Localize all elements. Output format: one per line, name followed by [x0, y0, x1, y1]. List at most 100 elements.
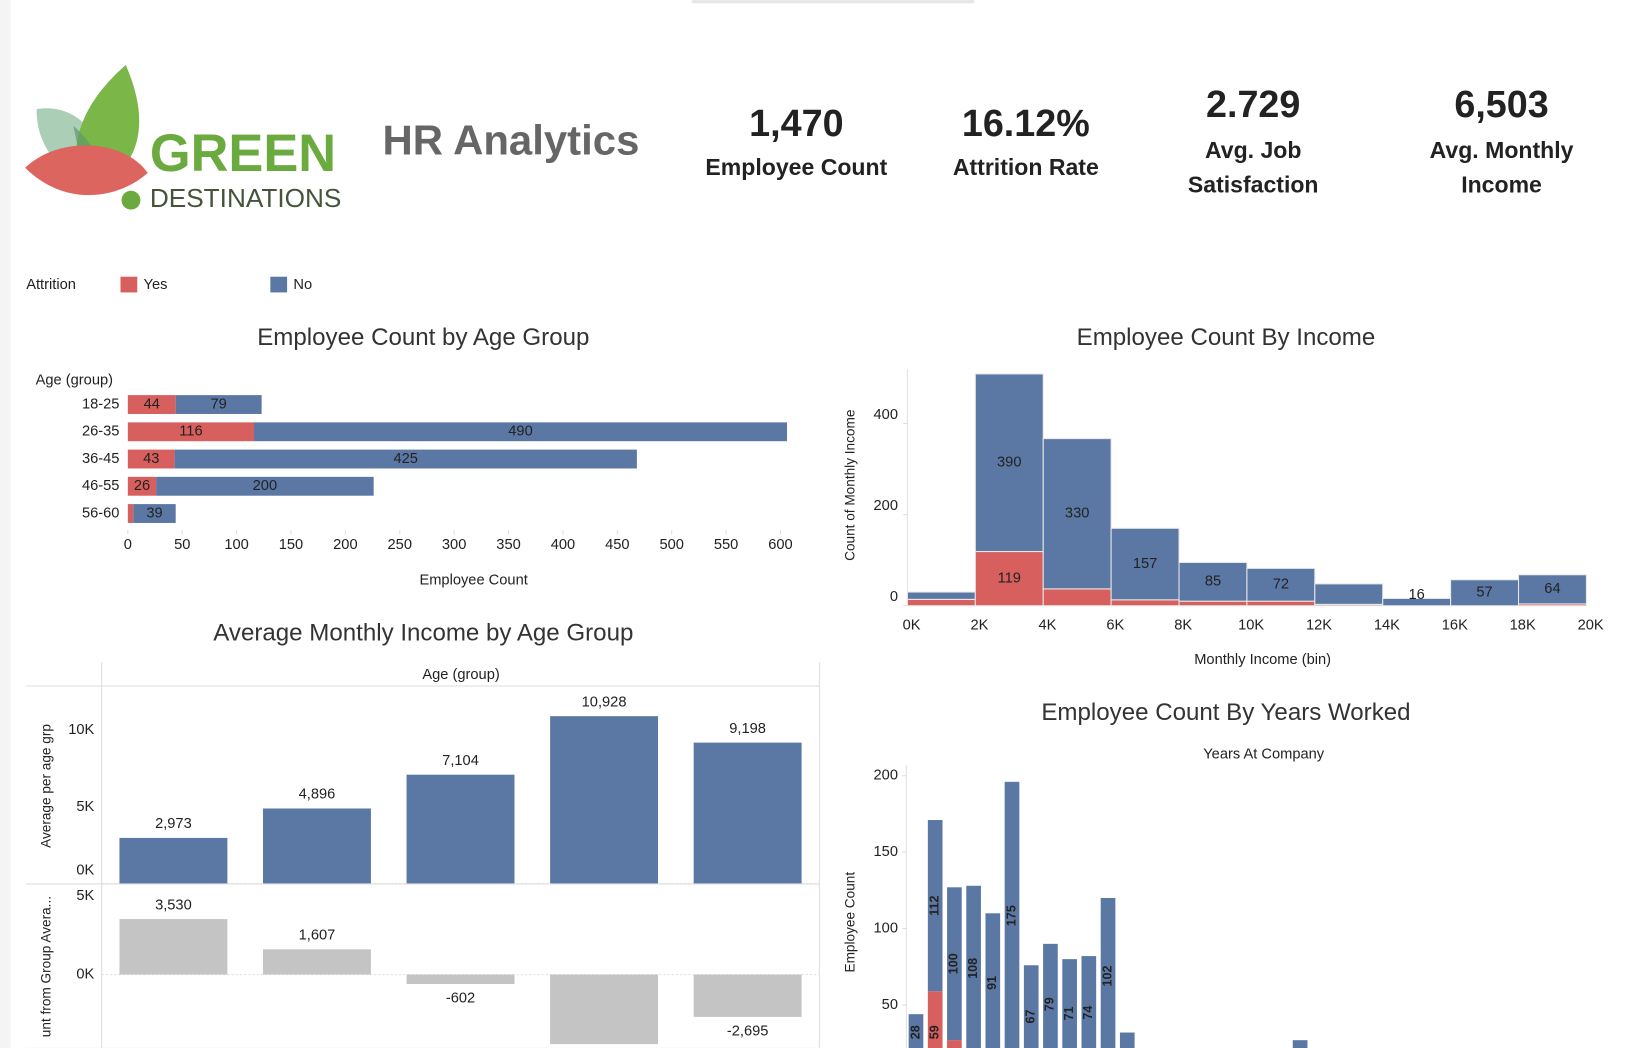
- x-tick-label: 6K: [1106, 618, 1124, 634]
- legend-label: No: [293, 277, 312, 293]
- data-label: 85: [1205, 574, 1221, 590]
- histogram-bar: [1314, 583, 1384, 605]
- data-label: 490: [508, 424, 532, 440]
- left-edge: [0, 0, 11, 1048]
- data-label: 2,973: [155, 816, 192, 832]
- histogram-bar: [906, 591, 976, 600]
- bar-segment: [927, 991, 943, 1048]
- y-tick-label: 10K: [68, 722, 94, 738]
- bar-segment: [1292, 1040, 1308, 1048]
- axis-title: Employee Count: [419, 572, 527, 588]
- logo-dot: [121, 190, 141, 210]
- data-label: 100: [947, 953, 961, 974]
- bar: [119, 837, 228, 884]
- bar-segment: [966, 885, 981, 1048]
- x-tick-label: 8K: [1174, 618, 1192, 634]
- x-tick-label: 500: [659, 537, 683, 553]
- bar-segment: [947, 887, 962, 1041]
- x-tick-label: 200: [333, 537, 357, 553]
- x-tick-label: 300: [442, 537, 466, 553]
- data-label: 108: [966, 958, 980, 979]
- kpi-label: Avg. Monthly: [1430, 137, 1574, 163]
- chart-title: Average Monthly Income by Age Group: [213, 619, 633, 646]
- axis-title: Years At Company: [1203, 746, 1325, 762]
- data-label: 175: [1004, 905, 1018, 926]
- kpi-value: 16.12%: [962, 102, 1090, 144]
- x-tick-label: 2K: [971, 618, 989, 634]
- legend-swatch: [120, 276, 138, 293]
- logo-leaf: [25, 145, 148, 196]
- data-label: 57: [1476, 585, 1492, 601]
- data-label: 330: [1065, 506, 1089, 522]
- x-tick-label: 20K: [1578, 618, 1604, 634]
- histogram-bar: [1110, 599, 1180, 607]
- bar-segment: [985, 913, 1001, 1048]
- x-tick-label: 0K: [903, 618, 921, 634]
- x-tick-label: 12K: [1306, 618, 1332, 634]
- histogram-bar: [974, 373, 1044, 553]
- kpi-label: Satisfaction: [1188, 172, 1319, 198]
- data-label: 64: [1544, 581, 1560, 597]
- axis-title: Age (group): [36, 372, 113, 388]
- logo-text: GREEN: [150, 125, 336, 183]
- kpi-value: 6,503: [1454, 83, 1548, 125]
- x-tick-label: 18K: [1510, 618, 1536, 634]
- data-label: 43: [143, 451, 159, 467]
- chart-title: Employee Count by Age Group: [257, 324, 589, 351]
- x-tick-label: 250: [388, 537, 412, 553]
- axis-title: Age (group): [422, 667, 499, 683]
- bar-segment: [947, 1040, 962, 1048]
- x-tick-label: 400: [551, 537, 575, 553]
- histogram-bar: [974, 551, 1044, 607]
- bar: [406, 774, 515, 884]
- histogram-bar: [1110, 527, 1180, 601]
- bar-segment: [175, 395, 262, 414]
- data-label: 71: [1062, 1006, 1076, 1020]
- y-tick-label: 0: [890, 589, 898, 605]
- histogram-bar: [1517, 574, 1587, 605]
- data-label: 102: [1100, 965, 1114, 986]
- data-label: 59: [928, 1025, 942, 1039]
- kpi-value: 2.729: [1206, 83, 1300, 125]
- y-tick-label: 50: [882, 997, 898, 1013]
- bar-segment: [254, 422, 787, 442]
- kpi-label: Employee Count: [705, 154, 887, 180]
- legend-title: Attrition: [26, 277, 76, 293]
- data-label: 119: [998, 571, 1021, 587]
- y-tick-label: 0K: [76, 863, 94, 879]
- bar-segment: [1062, 959, 1077, 1048]
- y-tick-label: 400: [874, 407, 898, 423]
- bar-segment: [127, 449, 175, 469]
- data-label: 26: [134, 478, 150, 494]
- histogram-bar: [906, 598, 976, 607]
- bar-segment: [1004, 781, 1020, 1048]
- data-label: 39: [146, 505, 162, 521]
- data-label: 425: [394, 451, 418, 467]
- legend-swatch: [270, 276, 288, 293]
- data-label: -602: [446, 991, 475, 1007]
- x-tick-label: 600: [768, 537, 792, 553]
- kpi-label: Income: [1461, 172, 1542, 198]
- histogram-bar: [1042, 588, 1112, 607]
- bar: [693, 974, 802, 1017]
- x-tick-label: 4K: [1038, 618, 1056, 634]
- bar-segment: [1119, 1032, 1135, 1048]
- y-tick-label: 100: [874, 920, 898, 936]
- x-tick-label: 550: [714, 537, 738, 553]
- bar-segment: [1081, 956, 1097, 1048]
- data-label: 116: [179, 424, 202, 440]
- x-tick-label: 450: [605, 537, 629, 553]
- logo: GREEN DESTINATIONS: [25, 65, 341, 213]
- x-tick-label: 14K: [1374, 618, 1400, 634]
- data-label: 9,198: [729, 721, 766, 737]
- bar-segment: [1100, 898, 1116, 1048]
- bar: [693, 742, 802, 884]
- bar-segment: [908, 1014, 924, 1048]
- x-tick-label: 50: [174, 537, 190, 553]
- bar: [263, 949, 371, 975]
- data-label: 67: [1024, 1009, 1038, 1023]
- histogram-bar: [1450, 579, 1520, 607]
- histogram-bar: [1246, 600, 1316, 607]
- axis-title: Monthly Income (bin): [1194, 652, 1331, 668]
- x-tick-label: 16K: [1442, 618, 1468, 634]
